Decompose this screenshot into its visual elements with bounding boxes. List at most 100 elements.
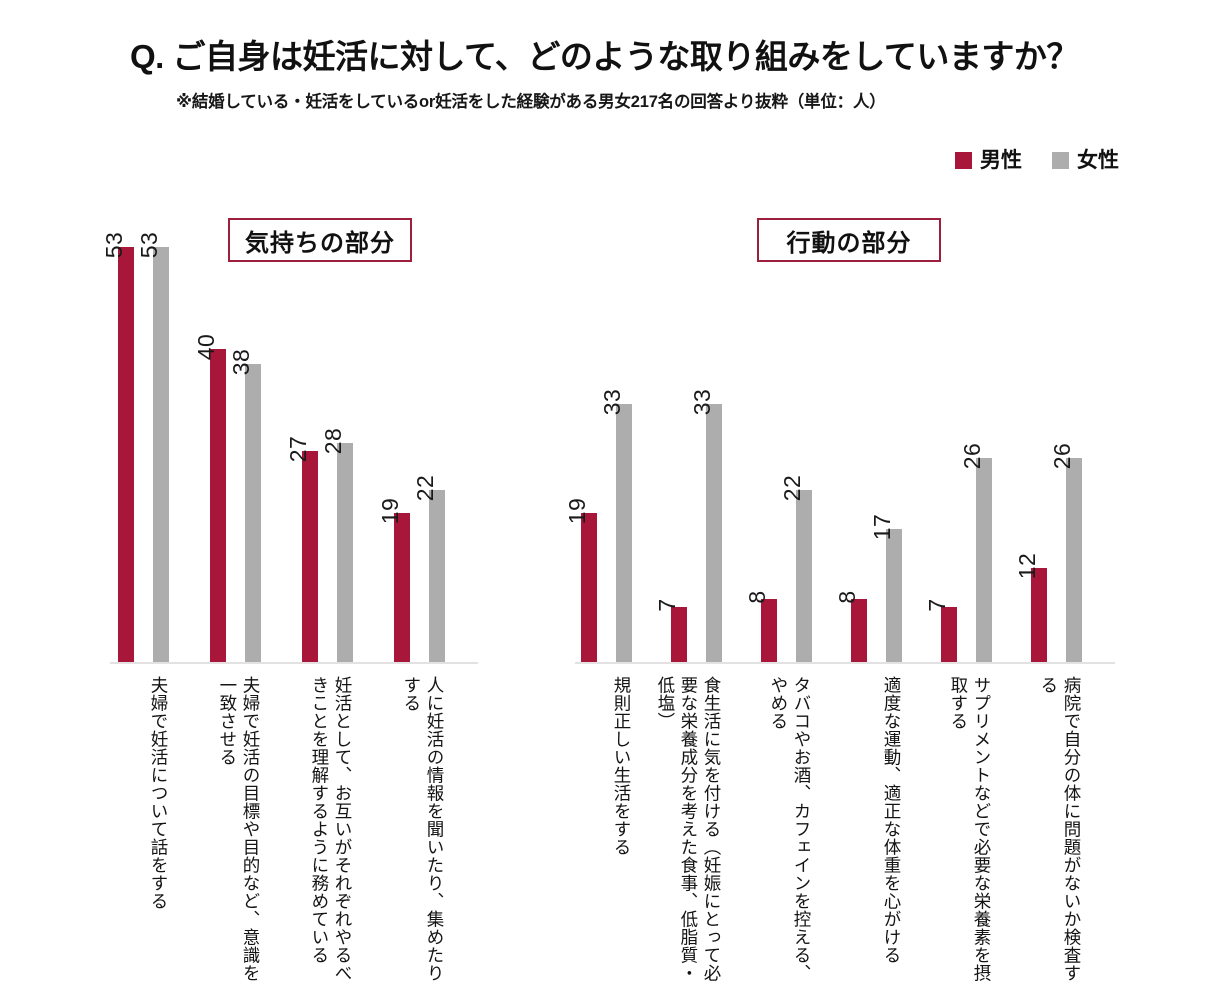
category-axis-label: 食生活に気を付ける（妊娠にとって必要な栄養成分を考えた食事、低脂質・低塩） [655,676,722,982]
chart-group-actions: 19 33 規則正しい生活をする 7 33 食生活に気を付ける（妊娠にとって必要な栄養成分… [564,0,1117,1005]
bar-female[interactable]: 53 [136,232,169,662]
bar-rect[interactable] [245,364,261,662]
bar-female[interactable]: 26 [959,443,992,662]
bar-rect[interactable] [616,403,632,662]
bar-male[interactable]: 7 [924,599,957,662]
bar-male[interactable]: 40 [193,334,226,662]
legend-label-female: 女性 [1077,149,1119,172]
bar-value-label: 22 [779,474,805,502]
category-axis-label: 夫婦で妊活の目標や目的など、意識を一致させる [217,676,261,982]
bar-pair: 7 33 [654,388,722,662]
legend-item-male: 男性 [955,150,1022,171]
bar-rect[interactable] [671,607,687,662]
bar-rect[interactable] [394,513,410,662]
bar-rect[interactable] [337,442,353,662]
bar-value-label: 7 [654,598,680,612]
bar-pair: 40 38 [193,334,261,662]
bar-value-label: 26 [959,443,985,470]
bar-value-label: 22 [412,474,438,502]
bar-value-label: 19 [564,497,590,525]
bar-value-label: 33 [689,388,715,415]
bar-rect[interactable] [302,450,318,662]
bar-rect[interactable] [761,599,777,662]
bar-rect[interactable] [429,489,445,662]
bar-category: 40 38 夫婦で妊活の目標や目的など、意識を一致させる [193,0,302,1005]
bar-value-label: 53 [136,231,162,259]
legend-swatch-male [955,152,972,169]
bar-value-label: 38 [228,349,254,376]
bar-category: 53 53 夫婦で妊活について話をする [101,0,210,1005]
bar-category: 19 22 人に妊活の情報を聞いたり、集めたりする [377,0,486,1005]
bar-male[interactable]: 19 [377,498,410,662]
category-axis-label: 規則正しい生活をする [612,676,632,856]
bar-rect[interactable] [1031,568,1047,662]
category-axis-label: 夫婦で妊活について話をする [149,676,169,910]
bar-rect[interactable] [1066,458,1082,662]
bar-male[interactable]: 12 [1014,553,1047,662]
category-axis-label: サプリメントなどで必要な栄養素を摂取する [948,676,992,982]
category-axis-label: 適度な運動、適正な体重を心がける [882,676,902,964]
bar-female[interactable]: 28 [320,427,353,662]
bar-value-label: 40 [193,333,219,361]
bar-female[interactable]: 26 [1049,443,1082,662]
bar-male[interactable]: 7 [654,599,687,662]
bar-value-label: 12 [1014,552,1040,580]
bar-value-label: 17 [869,513,895,541]
bar-value-label: 33 [599,388,625,415]
bar-rect[interactable] [976,458,992,662]
axis-baseline [110,662,478,664]
bar-male[interactable]: 53 [101,232,134,662]
bar-rect[interactable] [118,247,134,662]
bar-rect[interactable] [796,489,812,662]
bar-value-label: 8 [744,590,770,605]
bar-female[interactable]: 22 [412,474,445,662]
bar-female[interactable]: 33 [599,388,632,662]
bar-rect[interactable] [941,607,957,662]
bar-category: 8 17 適度な運動、適正な体重を心がける [834,0,941,1005]
bar-value-label: 8 [834,590,860,605]
bar-rect[interactable] [581,513,597,662]
bar-value-label: 7 [924,598,950,612]
bar-rect[interactable] [706,403,722,662]
bar-pair: 19 33 [564,388,632,662]
category-axis-label: 妊活として、お互いがそれぞれやるべきことを理解するように務めている [309,676,353,982]
bar-female[interactable]: 22 [779,474,812,662]
bar-male[interactable]: 19 [564,498,597,662]
bar-pair: 53 53 [101,232,169,662]
bar-pair: 8 17 [834,514,902,662]
bar-category: 7 26 サプリメントなどで必要な栄養素を摂取する [924,0,1031,1005]
bar-pair: 8 22 [744,474,812,662]
bar-pair: 7 26 [924,443,992,662]
bar-value-label: 19 [377,497,403,525]
bar-female[interactable]: 17 [869,514,902,662]
chart-group-feelings: 53 53 夫婦で妊活について話をする 40 38 夫婦で妊活の目標や目的など、意識を一致… [101,0,480,1005]
bar-category: 27 28 妊活として、お互いがそれぞれやるべきことを理解するように務めている [285,0,394,1005]
bar-value-label: 27 [285,435,311,462]
bar-rect[interactable] [851,599,867,662]
bar-category: 12 26 病院で自分の体に問題がないか検査する [1014,0,1121,1005]
bar-rect[interactable] [153,247,169,662]
bar-male[interactable]: 8 [834,591,867,662]
category-axis-label: 人に妊活の情報を聞いたり、集めたりする [401,676,445,982]
legend-item-female: 女性 [1052,150,1119,171]
bar-pair: 19 22 [377,474,445,662]
page-title: Q. ご自身は妊活に対して、どのような取り組みをしていますか？ [130,38,1079,75]
bar-male[interactable]: 27 [285,435,318,662]
section-header-feelings: 気持ちの部分 [228,218,412,262]
bar-rect[interactable] [210,348,226,662]
bar-female[interactable]: 33 [689,388,722,662]
page-subtitle: ※結婚している・妊活をしているor妊活をした経験がある男女217名の回答より抜粋… [176,93,886,111]
bar-category: 8 22 タバコやお酒、カフェインを控える、やめる [744,0,851,1005]
bar-category: 7 33 食生活に気を付ける（妊娠にとって必要な栄養成分を考えた食事、低脂質・低塩） [654,0,761,1005]
legend-label-male: 男性 [980,149,1022,172]
axis-baseline [575,662,1115,664]
chart-legend: 男性 女性 [955,150,1119,171]
category-axis-label: タバコやお酒、カフェインを控える、やめる [768,676,812,982]
section-header-actions: 行動の部分 [757,218,941,262]
bar-male[interactable]: 8 [744,591,777,662]
bar-female[interactable]: 38 [228,349,261,662]
bar-value-label: 53 [101,231,127,259]
legend-swatch-female [1052,152,1069,169]
bar-pair: 27 28 [285,427,353,662]
bar-rect[interactable] [886,528,902,662]
